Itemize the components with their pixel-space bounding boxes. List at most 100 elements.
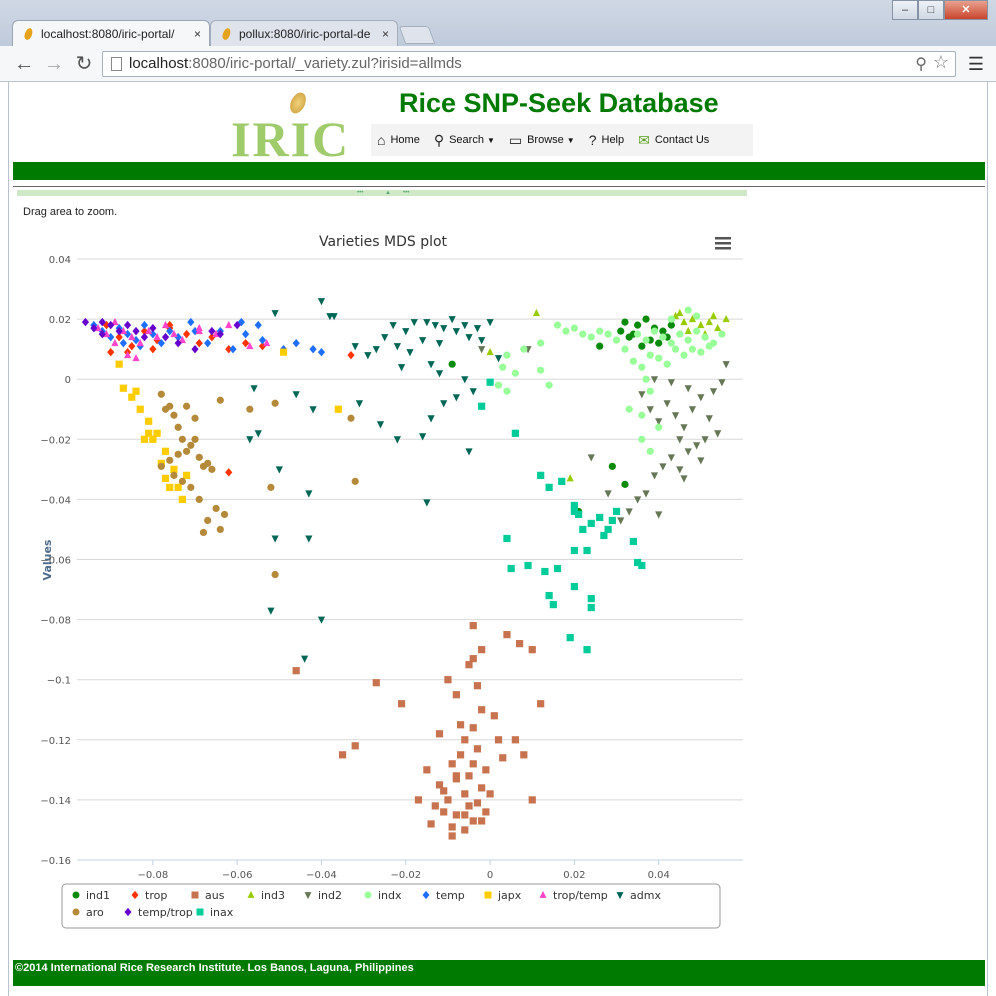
data-point-temp[interactable] (140, 320, 149, 330)
data-point-ind2[interactable] (701, 436, 709, 444)
data-point-trop[interactable] (182, 329, 191, 339)
data-point-japx[interactable] (178, 495, 186, 503)
data-point-indx[interactable] (646, 447, 654, 455)
data-point-ind2[interactable] (697, 394, 705, 402)
legend-item-temp[interactable]: temp (422, 889, 465, 902)
data-point-aus[interactable] (499, 754, 507, 762)
data-point-aus[interactable] (465, 772, 473, 780)
data-point-ind2[interactable] (688, 406, 697, 414)
data-point-temp-trop[interactable] (161, 332, 170, 342)
address-bar[interactable]: localhost:8080/iric-portal/_variety.zul?… (102, 51, 956, 77)
data-point-aus[interactable] (414, 796, 423, 804)
data-point-temp[interactable] (242, 329, 250, 339)
data-point-ind2[interactable] (650, 472, 659, 480)
data-point-trop-temp[interactable] (178, 335, 186, 344)
data-point-ind1[interactable] (608, 462, 616, 470)
data-point-trop-temp[interactable] (246, 341, 254, 350)
data-point-trop-temp[interactable] (136, 338, 144, 347)
data-point-ind3[interactable] (688, 314, 697, 323)
data-point-trop[interactable] (128, 341, 136, 351)
data-point-ind2[interactable] (650, 376, 659, 384)
data-point-admx[interactable] (465, 334, 473, 342)
data-point-temp[interactable] (204, 338, 212, 348)
data-point-inax[interactable] (486, 378, 494, 386)
data-point-trop[interactable] (225, 468, 233, 477)
data-point-indx[interactable] (634, 330, 642, 338)
data-point-ind2[interactable] (617, 517, 625, 525)
data-point-ind2[interactable] (697, 457, 705, 465)
data-point-indx[interactable] (655, 354, 663, 362)
data-point-indx[interactable] (688, 345, 697, 353)
data-point-inax[interactable] (545, 483, 553, 491)
data-point-aus[interactable] (435, 730, 444, 738)
data-point-aus[interactable] (397, 700, 406, 708)
data-point-aro[interactable] (271, 399, 279, 407)
data-point-admx[interactable] (419, 337, 427, 345)
data-point-japx[interactable] (153, 429, 161, 437)
data-point-indx[interactable] (642, 336, 650, 344)
data-point-ind2[interactable] (680, 424, 688, 432)
data-point-inax[interactable] (629, 537, 638, 546)
data-point-aus[interactable] (473, 799, 482, 807)
data-point-temp[interactable] (123, 329, 132, 339)
data-point-inax[interactable] (587, 519, 595, 528)
data-point-indx[interactable] (646, 351, 654, 359)
data-point-indx[interactable] (638, 363, 646, 371)
data-point-indx[interactable] (638, 435, 646, 443)
data-point-inax[interactable] (570, 507, 578, 516)
data-point-indx[interactable] (663, 360, 671, 368)
data-point-japx[interactable] (128, 393, 136, 401)
data-point-indx[interactable] (693, 312, 701, 320)
data-point-aus[interactable] (473, 745, 482, 753)
data-point-admx[interactable] (309, 406, 317, 414)
data-point-ind2[interactable] (684, 385, 692, 393)
data-point-ind3[interactable] (486, 347, 494, 356)
data-point-indx[interactable] (587, 333, 595, 341)
data-point-japx[interactable] (161, 447, 170, 455)
data-point-aus[interactable] (503, 631, 511, 639)
legend-item-aro[interactable]: aro (72, 906, 105, 919)
data-point-aus[interactable] (423, 766, 431, 774)
data-point-aro[interactable] (191, 435, 199, 443)
data-point-ind2[interactable] (676, 466, 684, 474)
iric-logo[interactable]: IRIC (231, 111, 351, 167)
data-point-indx[interactable] (693, 327, 701, 335)
data-point-admx[interactable] (440, 400, 448, 408)
data-point-ind1[interactable] (667, 321, 675, 329)
data-point-admx[interactable] (448, 316, 456, 324)
data-point-inax[interactable] (570, 582, 578, 591)
data-point-temp[interactable] (317, 347, 326, 357)
data-point-japx[interactable] (334, 405, 342, 413)
data-point-admx[interactable] (393, 343, 401, 351)
data-point-aro[interactable] (182, 447, 191, 455)
data-point-temp[interactable] (309, 344, 317, 354)
data-point-temp-trop[interactable] (81, 317, 90, 327)
data-point-japx[interactable] (145, 429, 153, 437)
data-point-indx[interactable] (499, 363, 507, 371)
data-point-aro[interactable] (166, 402, 174, 410)
data-point-aro[interactable] (246, 405, 254, 413)
data-point-trop-temp[interactable] (225, 320, 233, 329)
data-point-indx[interactable] (553, 321, 562, 329)
data-point-trop[interactable] (347, 350, 355, 360)
data-point-ind2[interactable] (693, 442, 701, 450)
data-point-admx[interactable] (292, 391, 300, 399)
data-point-inax[interactable] (600, 531, 608, 540)
legend-item-inax[interactable]: inax (196, 906, 234, 919)
star-icon[interactable]: ☆ (932, 52, 949, 72)
data-point-admx[interactable] (423, 499, 431, 507)
data-point-aus[interactable] (486, 790, 494, 798)
data-point-aus[interactable] (478, 646, 486, 654)
maximize-button[interactable]: □ (918, 0, 944, 20)
data-point-admx[interactable] (254, 430, 262, 438)
data-point-ind2[interactable] (634, 496, 642, 504)
data-point-japx[interactable] (119, 384, 127, 392)
data-point-trop[interactable] (107, 347, 115, 357)
data-point-inax[interactable] (524, 561, 532, 570)
data-point-admx[interactable] (250, 385, 258, 393)
data-point-admx[interactable] (427, 415, 435, 423)
zoom-icon[interactable]: ⚲ (915, 56, 927, 73)
data-point-admx[interactable] (301, 655, 309, 663)
data-point-aus[interactable] (482, 766, 490, 774)
data-point-aus[interactable] (511, 736, 519, 744)
